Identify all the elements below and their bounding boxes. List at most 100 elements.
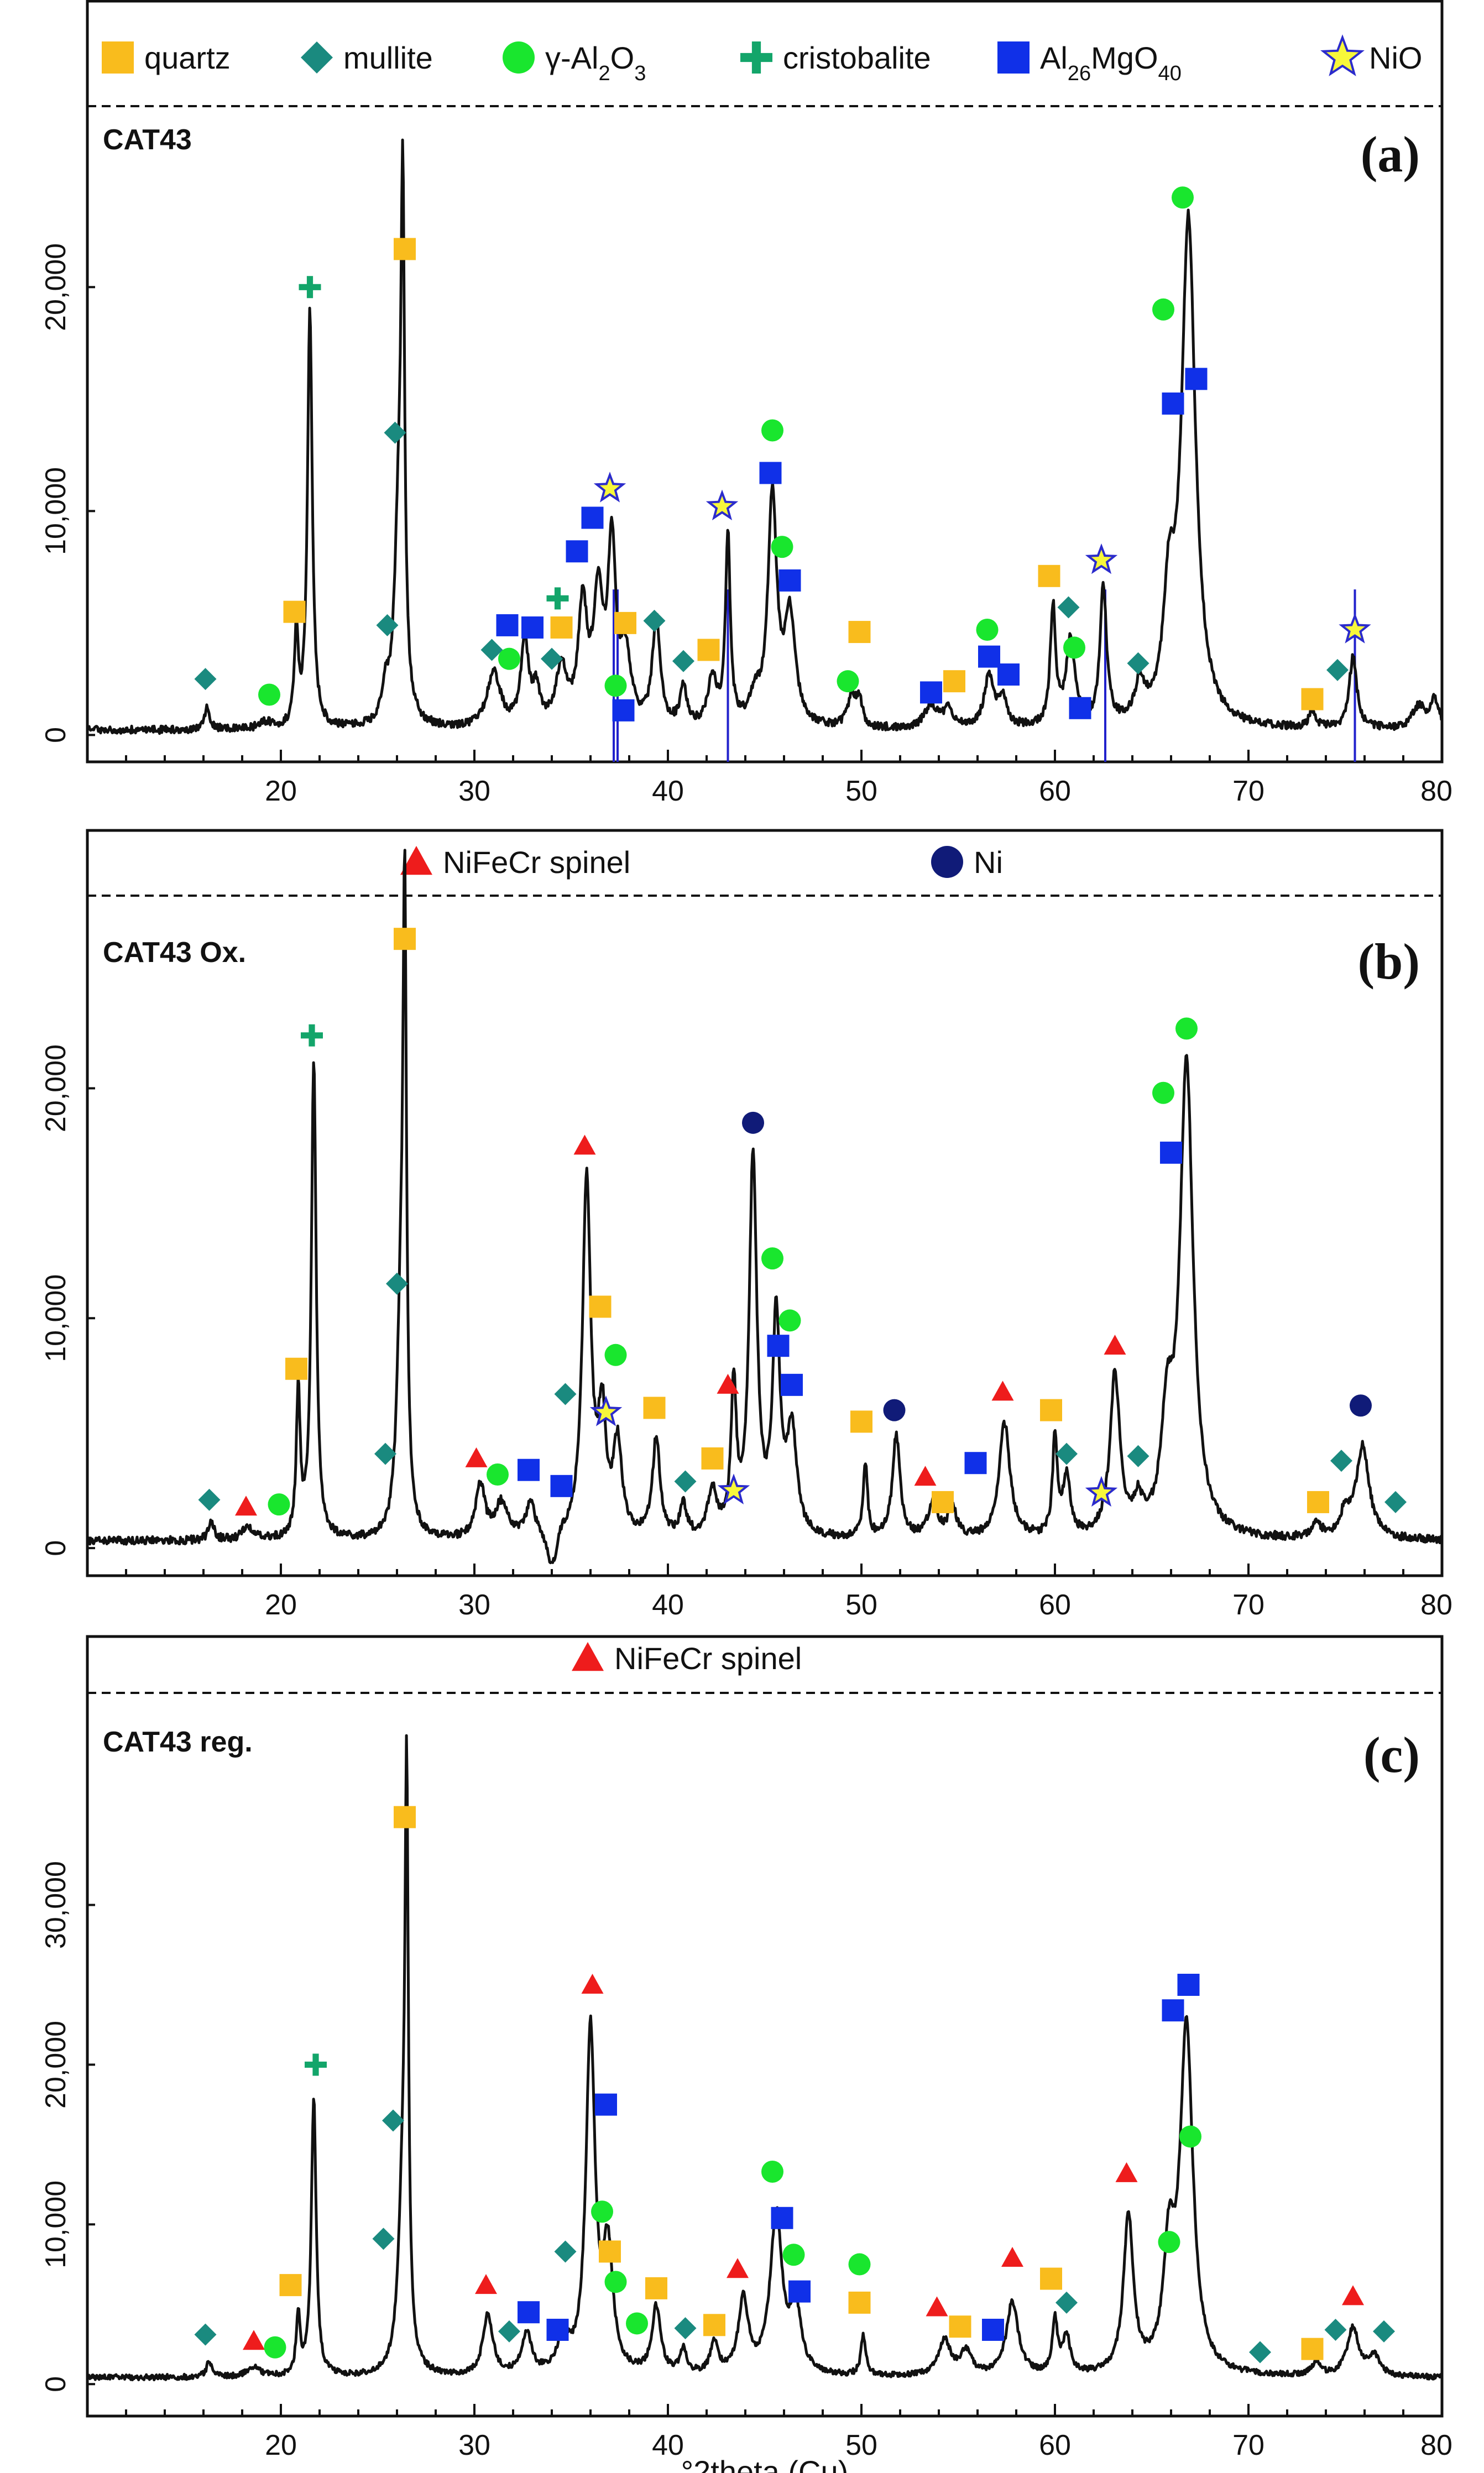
cristobalite-marker	[546, 587, 569, 610]
x-tick-label: 30	[458, 2429, 490, 2461]
phase-markers	[198, 928, 1407, 1516]
legend-label-quartz: quartz	[144, 40, 231, 75]
quartz-marker	[102, 41, 134, 74]
nio-marker	[1085, 1476, 1118, 1507]
sample-label: CAT43 Ox.	[103, 937, 246, 969]
gamma-marker	[771, 536, 793, 558]
al26-marker	[521, 616, 544, 639]
quartz-marker	[394, 928, 416, 950]
al26-marker	[518, 1458, 540, 1481]
x-axis: 20 30 40 50 60 70 80	[125, 2404, 1452, 2461]
al26-marker	[1185, 368, 1208, 390]
mullite-marker	[672, 650, 694, 672]
mullite-marker	[198, 1488, 221, 1511]
x-tick-label: 30	[458, 1589, 490, 1621]
panel-c: NiFeCr spinel CAT43 reg. (c) 20 30 40 50 60 70 80…	[40, 1635, 1452, 2473]
mullite-marker	[1127, 1445, 1149, 1467]
legend: NiFeCr spinel	[572, 1641, 802, 1676]
mullite-marker	[1055, 1442, 1078, 1465]
xrd-pattern	[87, 138, 1443, 735]
mullite-marker	[374, 1442, 396, 1465]
nio-marker	[593, 472, 626, 503]
spinel-marker	[465, 1447, 488, 1467]
gamma-marker	[1152, 298, 1174, 321]
gamma-marker	[258, 683, 280, 706]
x-tick-label: 70	[1232, 775, 1264, 807]
legend-label-gamma: γ-Al2O3	[545, 40, 646, 85]
al26-marker	[997, 663, 1020, 686]
legend-label-spinel: NiFeCr spinel	[443, 845, 630, 880]
y-axis: 0 10,000 20,000	[40, 1044, 95, 1556]
al26-marker	[978, 645, 1000, 668]
al26-marker	[1069, 697, 1091, 719]
mullite-marker	[1249, 2341, 1271, 2364]
spinel-marker	[926, 2296, 948, 2317]
quartz-marker	[599, 2240, 621, 2263]
x-tick-label: 60	[1039, 1589, 1071, 1621]
spinel-marker	[727, 2258, 749, 2278]
x-tick-label: 30	[458, 775, 490, 807]
mullite-marker	[674, 1470, 697, 1493]
quartz-marker	[949, 2315, 971, 2338]
x-tick-label: 80	[1420, 2429, 1452, 2461]
quartz-marker	[279, 2274, 302, 2297]
mullite-marker	[1057, 596, 1080, 619]
mullite-marker	[382, 2109, 404, 2132]
spinel-marker	[1342, 2285, 1364, 2305]
quartz-marker	[848, 2291, 871, 2314]
mullite-marker	[1324, 2319, 1347, 2341]
quartz-marker	[1038, 564, 1060, 587]
y-tick-label: 10,000	[40, 1274, 72, 1362]
al26-marker	[595, 2093, 617, 2116]
mullite-marker	[386, 1272, 408, 1295]
mullite-marker	[301, 41, 333, 74]
spinel-marker	[573, 1134, 596, 1155]
phase-markers	[194, 186, 1371, 721]
quartz-marker	[589, 1295, 612, 1318]
x-tick-label: 60	[1039, 775, 1071, 807]
cristobalite-marker	[299, 276, 321, 299]
al26-marker	[1162, 392, 1184, 415]
quartz-marker	[943, 670, 965, 693]
panel-frame	[86, 1635, 1444, 2418]
gamma-marker	[761, 1247, 783, 1270]
legend: NiFeCr spinel Ni	[400, 845, 1003, 880]
al26-marker	[767, 1335, 790, 1357]
mullite-marker	[498, 2320, 520, 2343]
mullite-marker	[674, 2317, 697, 2340]
gamma-marker	[1172, 186, 1194, 209]
quartz-marker	[394, 1806, 416, 1828]
quartz-marker	[1307, 1491, 1329, 1513]
al26-marker	[997, 41, 1030, 74]
x-tick-label: 40	[652, 2429, 684, 2461]
quartz-marker	[697, 639, 720, 661]
x-tick-label: 70	[1232, 2429, 1264, 2461]
sample-label: CAT43	[103, 124, 192, 156]
panel-letter: (b)	[1358, 933, 1420, 990]
y-tick-label: 0	[40, 727, 72, 743]
ni-marker	[883, 1399, 906, 1421]
quartz-marker	[550, 616, 573, 639]
gamma-marker	[1152, 1081, 1174, 1104]
al26-marker	[778, 569, 801, 592]
quartz-marker	[701, 1447, 724, 1470]
quartz-marker	[1301, 2338, 1324, 2360]
y-tick-label: 0	[40, 2376, 72, 2392]
gamma-marker	[604, 2271, 627, 2293]
quartz-marker	[285, 1357, 307, 1380]
al26-marker	[920, 681, 942, 704]
gamma-marker	[976, 619, 999, 641]
al26-marker	[496, 614, 519, 636]
legend-label-mullite: mullite	[343, 40, 433, 75]
al26-marker	[1177, 1974, 1200, 1996]
mullite-marker	[480, 639, 503, 661]
quartz-marker	[614, 611, 636, 634]
ni-marker	[931, 846, 963, 878]
cristobalite-marker	[301, 1024, 323, 1047]
mullite-marker	[376, 614, 399, 636]
x-tick-label: 40	[652, 775, 684, 807]
gamma-marker	[848, 2253, 871, 2276]
mullite-marker	[1373, 2320, 1395, 2343]
spinel-marker	[991, 1381, 1014, 1401]
y-tick-label: 20,000	[40, 243, 72, 331]
